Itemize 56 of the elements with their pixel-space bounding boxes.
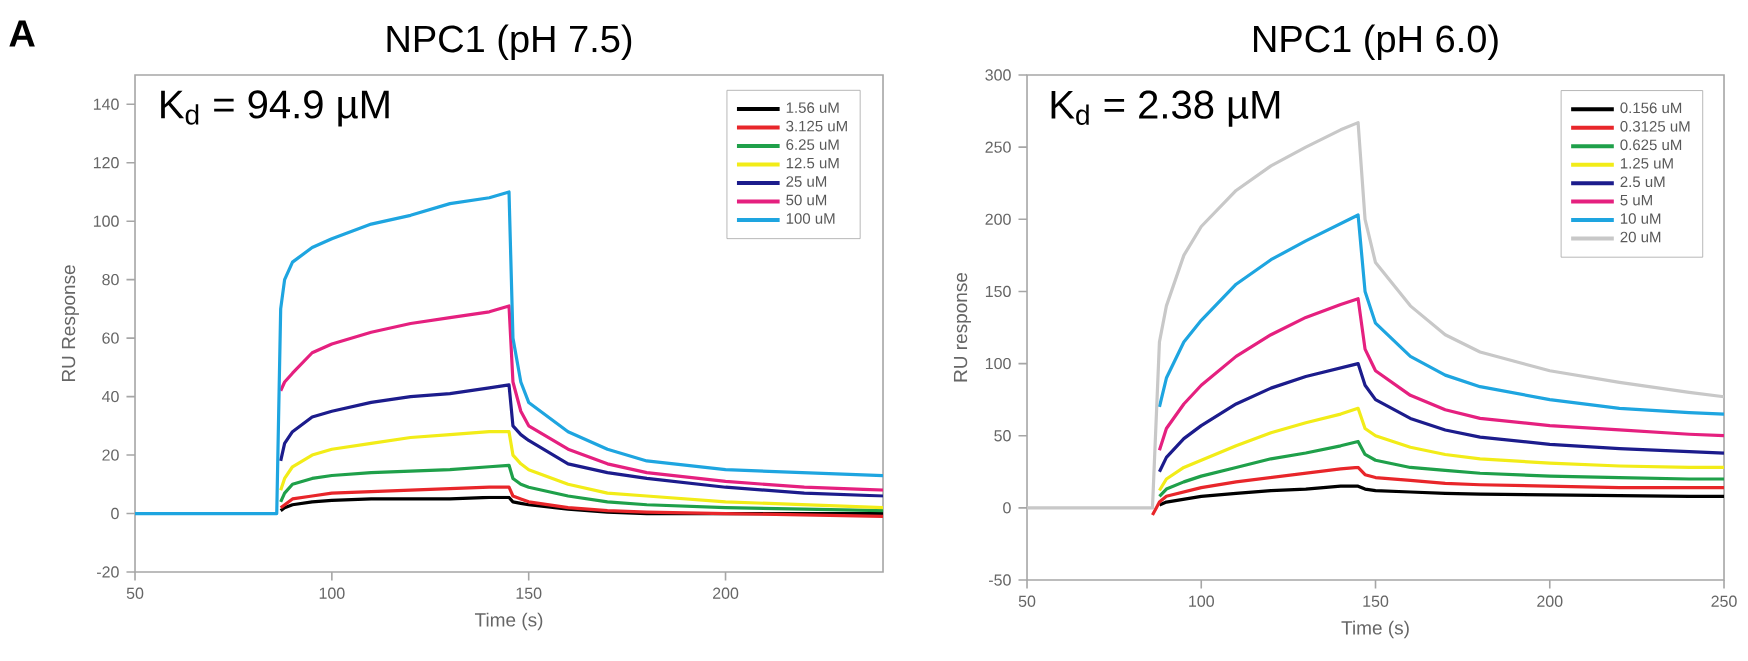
y-tick-label: 50 — [994, 430, 1011, 442]
y-tick-label: 200 — [985, 213, 1011, 225]
line-series — [279, 463, 884, 513]
legend-label: 1.56 uM — [786, 102, 839, 113]
line-series — [279, 304, 884, 492]
legend-label: 2.5 uM — [1620, 176, 1665, 188]
legend-label: 0.625 uM — [1620, 139, 1682, 151]
y-tick-label: 140 — [93, 98, 119, 110]
legend-label: 12.5 uM — [786, 157, 839, 169]
annotation: K$_{d}$ = 2.38 µM — [1051, 90, 1280, 127]
x-axis-title: Time (s) — [1341, 620, 1409, 639]
line-series — [279, 383, 884, 498]
line-series — [1157, 297, 1725, 452]
x-tick-label: 200 — [713, 587, 739, 599]
x-tick-label: 100 — [1189, 595, 1214, 607]
y-tick-label: 0 — [111, 507, 119, 520]
legend-label: 6.25 uM — [786, 139, 839, 150]
x-tick-label: 150 — [1363, 595, 1389, 607]
y-axis-title: RU response — [953, 272, 971, 382]
legend-label: 3.125 uM — [786, 120, 847, 132]
y-tick-label: 150 — [985, 285, 1011, 298]
legend-label: 1.25 uM — [1620, 157, 1673, 169]
y-tick-label: 300 — [985, 69, 1011, 81]
x-tick-label: 50 — [126, 587, 144, 599]
chart-title: NPC1 (pH 6.0) — [1254, 24, 1498, 60]
x-tick-label: 50 — [1018, 595, 1036, 607]
y-tick-label: 250 — [985, 141, 1011, 153]
x-tick-label: 250 — [1711, 595, 1737, 607]
legend-label: 0.3125 uM — [1620, 121, 1690, 132]
y-tick-label: 0 — [1003, 502, 1011, 514]
y-tick-label: 20 — [102, 449, 119, 461]
y-tick-label: 60 — [102, 332, 119, 344]
legend-label: 25 uM — [786, 176, 827, 187]
y-tick-label: 100 — [985, 357, 1011, 370]
legend-label: 5 uM — [1620, 194, 1652, 206]
legend-label: 0.156 uM — [1620, 102, 1682, 114]
y-tick-label: 40 — [101, 390, 119, 403]
annotation: K$_{d}$ = 94.9 µM — [161, 90, 389, 127]
chart-title: NPC1 (pH 7.5) — [387, 24, 632, 60]
x-tick-label: 200 — [1537, 595, 1563, 607]
x-tick-label: 100 — [319, 587, 345, 599]
legend-label: 10 uM — [1620, 213, 1661, 224]
y-tick-label: 120 — [93, 157, 119, 169]
line-series — [1157, 406, 1725, 493]
legend-label: 20 uM — [1620, 231, 1661, 243]
legend-label: 100 uM — [786, 213, 835, 224]
y-tick-label: 80 — [102, 273, 119, 286]
y-tick-label: -20 — [97, 566, 119, 578]
y-tick-label: -50 — [989, 574, 1011, 586]
x-axis-title: Time (s) — [474, 612, 543, 631]
y-tick-label: 100 — [93, 215, 119, 227]
legend-label: 50 uM — [786, 194, 827, 206]
line-series — [1157, 439, 1725, 498]
text: A — [9, 20, 35, 47]
y-axis-title: RU Response — [61, 265, 79, 382]
x-tick-label: 150 — [516, 587, 542, 599]
